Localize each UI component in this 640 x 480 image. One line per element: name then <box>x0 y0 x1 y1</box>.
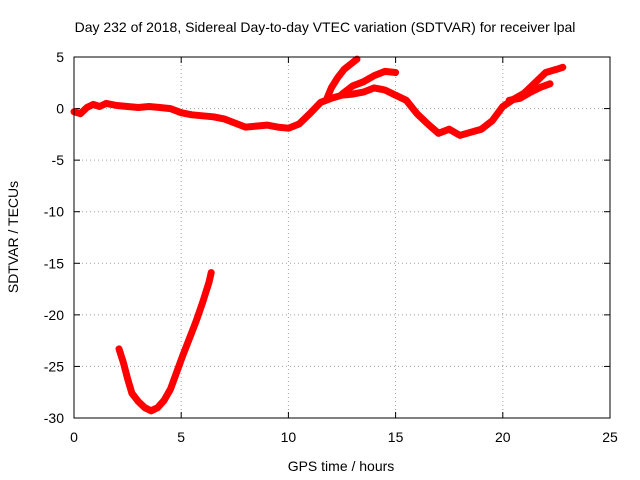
chart-title: Day 232 of 2018, Sidereal Day-to-day VTE… <box>75 19 576 35</box>
x-axis-label: GPS time / hours <box>288 458 395 474</box>
y-tick-label: -30 <box>44 410 64 426</box>
y-tick-label: -25 <box>44 358 64 374</box>
y-tick-label: -20 <box>44 307 64 323</box>
x-tick-label: 25 <box>602 429 618 445</box>
series-line-1 <box>70 63 567 139</box>
y-tick-label: -10 <box>44 204 64 220</box>
y-tick-label: 0 <box>56 101 64 117</box>
y-tick-label: -15 <box>44 255 64 271</box>
y-tick-label: 5 <box>56 49 64 65</box>
series-line-4 <box>505 80 554 104</box>
y-axis-label: SDTVAR / TECUs <box>5 181 21 293</box>
x-tick-label: 10 <box>281 429 297 445</box>
series-line-2 <box>323 55 361 102</box>
x-tick-label: 15 <box>388 429 404 445</box>
y-tick-label: -5 <box>52 152 65 168</box>
x-tick-label: 0 <box>70 429 78 445</box>
grid <box>74 57 610 418</box>
plot-frame <box>73 56 611 419</box>
x-tick-label: 20 <box>495 429 511 445</box>
data-series <box>70 55 567 415</box>
series-line-5 <box>115 269 215 415</box>
x-tick-label: 5 <box>177 429 185 445</box>
series-line-3 <box>338 67 400 98</box>
